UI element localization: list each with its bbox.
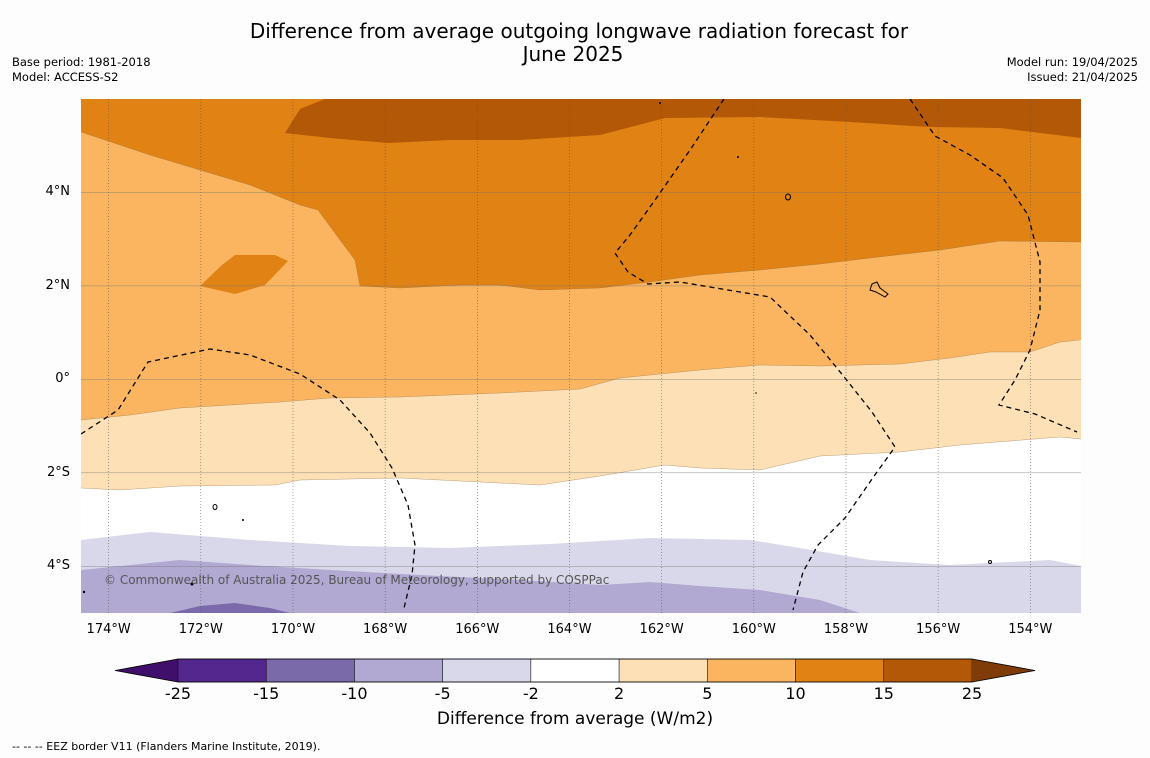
colorbar-tick-label: 15 bbox=[873, 684, 894, 703]
colorbar-tick-label: 5 bbox=[702, 684, 713, 703]
base-period: Base period: 1981-2018 bbox=[12, 55, 151, 69]
lon-label: 154°W bbox=[1008, 622, 1053, 637]
lon-label: 174°W bbox=[86, 622, 131, 637]
lon-label: 168°W bbox=[363, 622, 408, 637]
colorbar-tick-label: -25 bbox=[164, 684, 192, 703]
colorbar-cell bbox=[883, 658, 973, 683]
copyright-notice: © Commonwealth of Australia 2025, Bureau… bbox=[104, 573, 610, 587]
colorbar-cell bbox=[795, 658, 885, 683]
colorbar-cell bbox=[177, 658, 267, 683]
map-plot-area bbox=[81, 99, 1081, 613]
lon-label: 172°W bbox=[178, 622, 223, 637]
lat-label: 0° bbox=[55, 371, 70, 387]
colorbar-tick-label: -2 bbox=[522, 684, 539, 703]
lon-label: 162°W bbox=[639, 622, 684, 637]
colorbar-cell bbox=[707, 658, 796, 683]
colorbar-tick-label: 2 bbox=[614, 684, 625, 703]
map-title-line1: Difference from average outgoing longwav… bbox=[249, 19, 909, 43]
lon-label: 158°W bbox=[823, 622, 869, 637]
lat-label: 4°S bbox=[46, 558, 70, 574]
lon-label: 170°W bbox=[270, 622, 316, 637]
model-run: Model run: 19/04/2025 bbox=[1006, 55, 1138, 69]
colorbar-tick-label: -10 bbox=[341, 684, 368, 703]
band-minus10-minus5 bbox=[81, 560, 860, 613]
colorbar bbox=[114, 658, 1036, 683]
colorbar-right-extend bbox=[972, 659, 1035, 682]
lon-label: 164°W bbox=[547, 622, 592, 637]
lat-label: 2°N bbox=[45, 277, 71, 293]
lon-label: 160°W bbox=[731, 622, 776, 637]
colorbar-cell bbox=[618, 658, 708, 683]
eez-footnote: -- -- -- EEZ border V11 (Flanders Marine… bbox=[12, 740, 321, 753]
colorbar-cell bbox=[442, 658, 532, 683]
lat-label: 4°N bbox=[45, 184, 71, 200]
colorbar-tick-label: -5 bbox=[434, 684, 451, 703]
model-name: Model: ACCESS-S2 bbox=[12, 70, 119, 84]
band-15-25 bbox=[285, 99, 1081, 143]
band-minus15-minus10 bbox=[170, 603, 290, 613]
colorbar-left-extend bbox=[115, 659, 178, 682]
colorbar-title: Difference from average (W/m2) bbox=[436, 709, 714, 729]
colorbar-cell bbox=[265, 658, 355, 683]
band-10-15 bbox=[81, 99, 1081, 290]
colorbar-tick-label: 10 bbox=[785, 684, 806, 703]
eez-borders bbox=[81, 99, 1078, 611]
lon-label: 156°W bbox=[916, 622, 961, 637]
colorbar-cell bbox=[354, 658, 443, 683]
colorbar-tick-label: 25 bbox=[961, 684, 983, 703]
map-title-line2: June 2025 bbox=[522, 42, 624, 66]
band-10-15-patch bbox=[200, 255, 288, 294]
lat-label: 2°S bbox=[46, 464, 70, 480]
issued-date: Issued: 21/04/2025 bbox=[1027, 70, 1138, 84]
colorbar-cell bbox=[530, 658, 620, 683]
colorbar-tick-label: -15 bbox=[253, 684, 280, 703]
lon-label: 166°W bbox=[455, 622, 500, 637]
